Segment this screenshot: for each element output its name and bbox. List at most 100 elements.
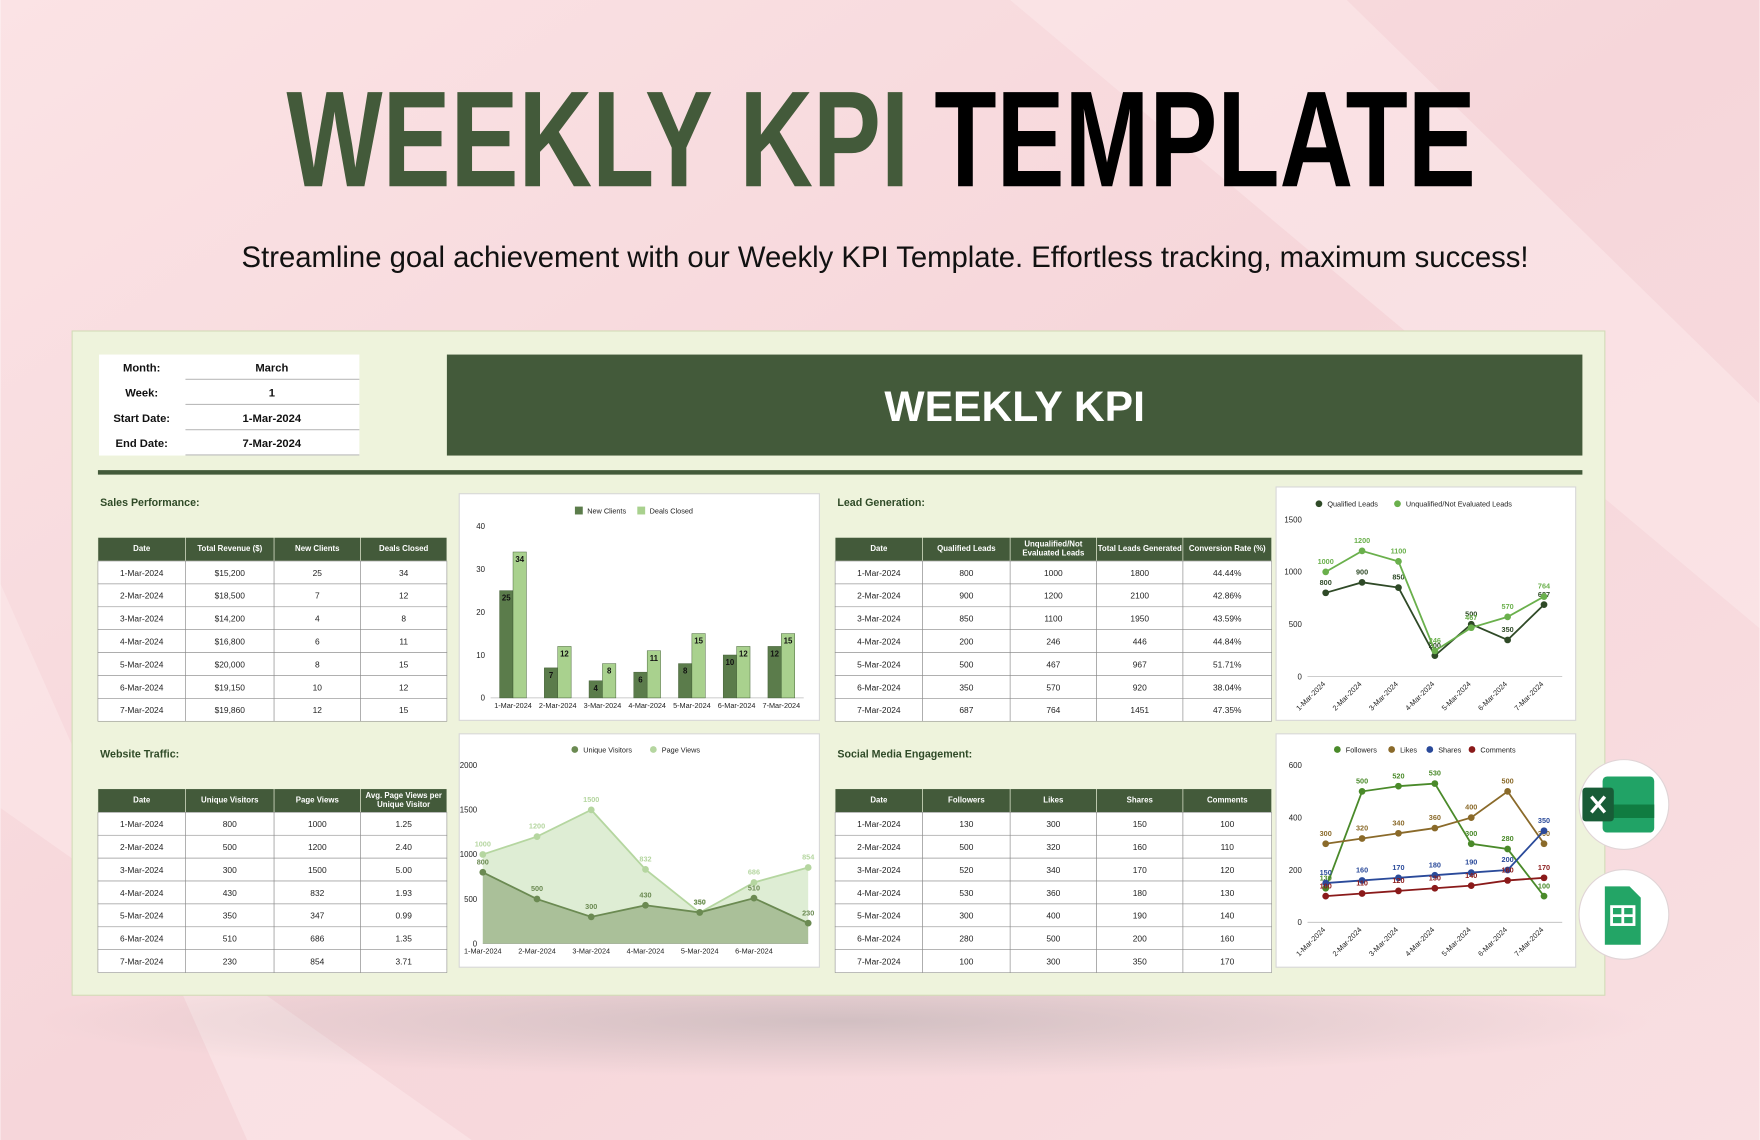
data-label: 500 [531,884,543,893]
table-cell [360,698,448,722]
table-header: Unqualified/Not Evaluated Leads [1022,540,1085,558]
data-label: 1100 [1391,547,1407,556]
bar [512,551,527,699]
table-cell-text: 8 [315,659,320,669]
table-cell-text: 1.25 [396,819,413,829]
banner [446,354,1583,456]
data-label: 120 [1392,876,1404,885]
table-header-box: Avg. Page Views per Unique Visitor [365,791,442,809]
table-cell-text: 764 [1046,705,1060,715]
table-cell-text: 446 [1133,637,1147,647]
data-label: 15 [694,637,703,646]
table-header-box: Qualified Leads [937,545,995,553]
table-cell-text: 2-Mar-2024 [857,842,901,852]
data-label: 8 [607,667,612,676]
table-header-box: Shares [1127,796,1153,804]
table-header-box: Conversion Rate (%) [1189,545,1266,553]
data-label: 350 [1538,816,1550,825]
table-cell-text: 15 [399,659,409,669]
data-label: 10 [726,658,735,667]
table-header: Total Revenue ($) [197,544,263,553]
data-label: 1000 [1318,557,1334,566]
x-tick-label: 3-Mar-2024 [572,947,610,956]
table-cell-text: 2.40 [396,842,413,852]
table-cell-text: 44.84% [1213,637,1242,647]
legend-label: Followers [1346,745,1378,754]
x-tick-label: 6-Mar-2024 [735,947,773,956]
table-cell-text: 3-Mar-2024 [857,614,901,624]
point [1322,589,1330,597]
table-cell-text: 5-Mar-2024 [120,911,164,921]
point [1467,882,1475,890]
table-cell-text: 350 [1133,957,1147,967]
legend-label: Comments [1480,745,1516,754]
y-tick-label: 200 [1289,866,1303,875]
point [1322,568,1330,576]
y-tick-label: 1000 [1284,568,1302,577]
table-cell-text: 920 [1133,682,1147,692]
point [1395,874,1402,882]
point [750,879,758,886]
table-header-box: Page Views [295,796,339,804]
table-header: Followers [948,796,985,804]
banner-title: WEEKLY KPI [884,383,1145,431]
table-cell-text: 3-Mar-2024 [120,614,164,624]
table-header-box: Date [870,545,887,553]
table-header: Page Views [295,796,339,804]
data-label: 350 [1502,625,1514,634]
table-cell-text: 510 [223,934,237,944]
legend-label: New Clients [587,506,626,515]
table-cell-text: 6-Mar-2024 [857,934,901,944]
data-label: 190 [1465,858,1477,867]
table-cell-text: 850 [959,614,973,624]
info-value: March [255,362,288,374]
table-cell-text: 6-Mar-2024 [857,682,901,692]
table-cell-text: 4-Mar-2024 [120,888,164,898]
point [696,909,704,916]
table-header-box: Deals Closed [379,545,428,553]
table-header-box: Likes [1043,796,1063,804]
data-label: 6 [638,675,643,684]
point [1358,578,1366,586]
table-header: New Clients [295,544,340,553]
table-header-box: Unqualified/Not Evaluated Leads [1022,540,1085,558]
point [1504,877,1511,884]
table-header: Comments [1206,796,1248,804]
info-label: Month: [123,362,160,374]
table-cell-text: 1000 [1044,568,1063,578]
legend-label: Shares [1438,745,1461,754]
table-cell-text: 200 [1133,934,1147,944]
data-label: 467 [1465,613,1477,622]
table-header-box: New Clients [295,544,340,553]
table-cell-text: 1-Mar-2024 [120,819,164,829]
table-header-box: Date [870,796,887,804]
table-cell-text: 4-Mar-2024 [857,888,901,898]
table-cell-text: 230 [223,957,237,967]
table-cell-text: 500 [959,659,973,669]
point [587,806,595,814]
excel-icon [1578,759,1670,850]
table-cell-text: 2-Mar-2024 [120,842,164,852]
table-header: Avg. Page Views per Unique Visitor [365,791,442,809]
x-tick-label: 1-Mar-2024 [494,701,532,710]
data-label: 100 [1320,881,1332,890]
table-cell-text: 2100 [1130,591,1149,601]
data-label: 200 [1502,855,1514,864]
data-label: 180 [1429,860,1441,869]
data-label: 400 [1465,803,1477,812]
table-cell-text: 500 [1046,934,1060,944]
table-cell-text: 4-Mar-2024 [857,637,901,647]
table-cell-text: 38.04% [1213,682,1242,692]
y-tick-label: 600 [1289,761,1303,770]
data-label: 140 [1465,871,1477,880]
point [1540,827,1548,835]
data-label: 280 [1502,834,1514,843]
table-cell-text: 7-Mar-2024 [857,705,901,715]
table-cell-text: $20,000 [215,659,246,669]
legend-label: Unqualified/Not Evaluated Leads [1406,500,1512,509]
legend-marker [571,746,579,753]
x-tick-label: 2-Mar-2024 [539,701,577,710]
table-cell-text: 6-Mar-2024 [120,934,164,944]
table-cell-text: 5-Mar-2024 [120,659,164,669]
data-label: 347 [694,898,706,907]
